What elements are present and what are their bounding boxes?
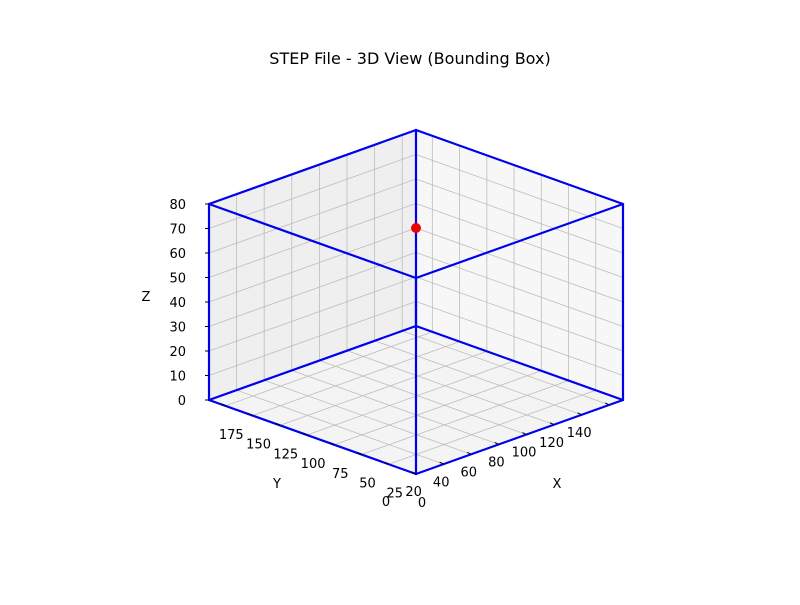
bounding-box-edge: [414, 324, 625, 402]
y-axis-tick: [411, 471, 417, 475]
x-tick-label: 175: [219, 428, 244, 443]
z-tick-label: 0: [178, 394, 186, 409]
z-tick-label: 40: [169, 296, 186, 311]
x-axis-tick: [384, 461, 389, 465]
y-axis-tick: [494, 441, 500, 445]
x-axis-tick: [302, 432, 308, 436]
y-tick-label: 60: [461, 465, 478, 480]
grid-line-z: [415, 227, 624, 303]
y-axis-tick: [522, 432, 527, 435]
grid-line-y: [402, 330, 610, 406]
x-axis-tick: [357, 452, 362, 455]
z-tick-label: 60: [169, 247, 186, 262]
z-tick-label: 20: [169, 345, 186, 360]
y-axis-tick: [466, 451, 472, 455]
x-axis-tick: [275, 422, 281, 426]
grid-line-x: [225, 331, 433, 407]
bounding-box-edge: [207, 202, 418, 280]
data-point: [411, 223, 421, 233]
bounding-box-edge: [207, 398, 418, 476]
grid-line-z: [208, 178, 417, 254]
axis-ticks: 0255075100125150175020406080100120140010…: [169, 198, 610, 511]
y-axis-label: Y: [272, 477, 281, 492]
grid-line-z: [208, 301, 417, 376]
x-tick-label: 50: [359, 477, 376, 492]
grid-line-y: [291, 370, 499, 445]
x-axis-label: X: [553, 477, 562, 492]
grid-line-z: [415, 301, 624, 376]
x-axis-tick: [248, 413, 253, 417]
x-tick-label: 125: [273, 447, 298, 462]
data-points: [411, 223, 421, 233]
y-tick-label: 40: [433, 475, 450, 490]
y-tick-label: 120: [539, 436, 564, 451]
grid-line-z: [208, 276, 417, 352]
bounding-box-edge: [207, 324, 418, 402]
grid-line-y: [346, 350, 555, 426]
grid-line-y: [264, 379, 472, 455]
grid-line-x: [252, 341, 460, 416]
x-tick-label: 25: [387, 486, 404, 501]
grid-line-y: [236, 389, 444, 465]
grid-line-y: [319, 360, 527, 435]
z-tick-label: 10: [169, 370, 186, 385]
y-axis-tick: [549, 422, 555, 426]
y-tick-label: 100: [512, 446, 537, 461]
y-axis-tick: [604, 402, 610, 406]
x-tick-label: 150: [246, 438, 271, 453]
y-tick-label: 20: [405, 485, 422, 500]
x-axis-tick: [330, 442, 335, 446]
z-tick-label: 50: [169, 272, 186, 287]
x-axis-tick: [221, 403, 226, 407]
bounding-box-edge: [207, 128, 418, 206]
chart-title: STEP File - 3D View (Bounding Box): [269, 49, 550, 68]
grid-line-x: [388, 389, 596, 465]
z-tick-label: 80: [169, 198, 186, 213]
x-tick-label: 100: [301, 457, 326, 472]
grid-line-x: [361, 380, 569, 455]
bounding-box-edge: [414, 202, 625, 280]
grid-line-z: [415, 178, 624, 254]
x-tick-label: 0: [418, 496, 426, 511]
x-tick-label: 75: [332, 467, 349, 482]
bounding-box-edge: [414, 398, 625, 476]
grid-line-y: [374, 340, 582, 416]
y-tick-label: 80: [488, 456, 505, 471]
bounding-box-edge: [414, 128, 625, 206]
grid-line-z: [208, 227, 417, 303]
y-tick-label: 140: [567, 426, 592, 441]
grid-line-x: [306, 360, 515, 436]
z-tick-label: 30: [169, 321, 186, 336]
grid-line-x: [334, 370, 542, 446]
grid-line-z: [415, 276, 624, 352]
y-axis-tick: [577, 412, 582, 416]
bounding-box: [207, 128, 625, 476]
grid-line-x: [279, 350, 487, 426]
y-axis-tick: [439, 461, 444, 465]
z-tick-label: 70: [169, 223, 186, 238]
z-axis-label: Z: [142, 290, 151, 305]
y-tick-label: 0: [382, 495, 390, 510]
